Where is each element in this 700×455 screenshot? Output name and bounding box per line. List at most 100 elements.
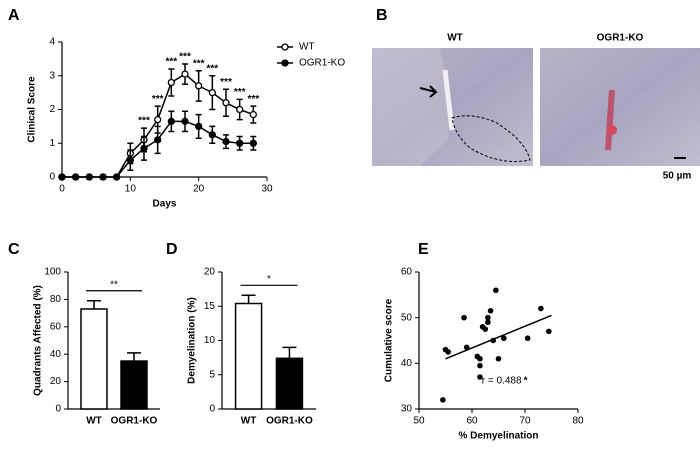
y-tick-label: 4 [49,37,55,48]
data-point [222,99,230,107]
y-tick-label: 20 [50,376,62,387]
significance: *** [206,63,218,74]
bar [80,308,108,410]
data-point [154,115,162,124]
histology-panel: B WT OGR1-KO 50 µm [372,7,700,182]
data-point [482,326,489,332]
arrow [419,85,438,98]
y-tick-label: 15 [204,301,216,312]
x-tick-label: WT [241,416,257,427]
significance: *** [179,52,191,63]
data-point [167,117,175,125]
data-point [546,328,552,335]
y-tick-label: 20 [204,267,216,278]
bar [234,302,263,410]
data-point [99,173,107,181]
significance: * [267,274,271,285]
fissure [442,69,455,131]
tissue-region [372,48,450,166]
annotation: r = 0.488 [482,376,522,387]
y-tick-label: 80 [50,294,62,305]
y-tick-label: 10 [204,335,216,346]
y-tick-label: 40 [50,349,62,360]
legend-label: OGR1-KO [299,58,345,69]
vessel [605,89,615,151]
data-point [485,314,491,321]
data-point [463,344,470,351]
panel-label: D [166,241,178,258]
ko-image [540,48,700,166]
data-point [85,173,93,181]
legend-marker [281,59,289,67]
data-point [485,319,491,326]
data-point [493,287,499,294]
data-point [501,335,507,342]
scale-bar-label: 50 µm [663,171,692,182]
data-point [208,131,216,139]
y-tick-label: 60 [50,321,62,332]
vessel [607,125,617,135]
panel-label: E [418,241,429,258]
data-point [58,173,66,181]
data-point [72,173,80,181]
trend-line [445,314,552,360]
data-point [195,82,203,90]
y-tick-label: 0 [209,404,215,415]
significance: *** [138,116,150,127]
data-point [113,173,121,181]
x-tick-label: 0 [59,184,65,195]
x-tick-label: 50 [413,416,425,427]
significance: *** [193,58,205,69]
data-point [490,337,497,344]
significance: *** [247,94,259,105]
y-tick-label: 1 [49,138,55,149]
significance: *** [234,87,246,98]
x-tick-label: 70 [519,416,531,427]
y-tick-label: 100 [44,267,61,278]
x-tick-label: OGR1-KO [266,416,313,427]
data-point [236,105,244,114]
y-axis-label: Cumulative score [384,298,395,382]
data-point [249,139,257,147]
y-axis-label: Demyelination (%) [187,297,198,384]
significance: *** [165,57,177,68]
panel-label: C [8,241,20,258]
x-tick-label: OGR1-KO [111,416,158,427]
y-tick-label: 0 [55,404,61,415]
data-point [126,156,134,164]
y-tick-label: 5 [209,369,215,380]
data-point [538,305,544,312]
image-title: OGR1-KO [597,33,644,44]
error-bar [241,294,256,304]
y-axis-label: Clinical Score [27,76,38,143]
annotation-mark: * [524,376,528,387]
y-axis-label: Quadrants Affected (%) [33,285,44,396]
significance: *** [220,77,232,88]
data-point [477,374,483,380]
data-point [461,314,467,321]
x-tick-label: 80 [572,416,584,427]
data-point [477,355,483,362]
legend-label: WT [299,42,315,53]
x-tick-label: 10 [125,184,137,195]
x-tick-label: 30 [261,184,273,195]
data-point [445,349,451,355]
lesion-outline [451,115,531,162]
data-point [154,136,162,144]
x-tick-label: 60 [466,416,478,427]
data-point [167,78,175,87]
image-title: WT [447,33,463,44]
data-point [222,137,230,146]
error-bar [87,300,101,309]
y-tick-label: 30 [401,404,413,415]
legend-marker [281,43,289,51]
data-point [477,362,483,369]
data-point [208,88,216,97]
significance: *** [152,94,164,105]
data-point [249,110,257,119]
significance: ** [110,279,118,290]
data-point [195,122,203,131]
error-bar [127,352,141,362]
data-point [181,117,189,125]
